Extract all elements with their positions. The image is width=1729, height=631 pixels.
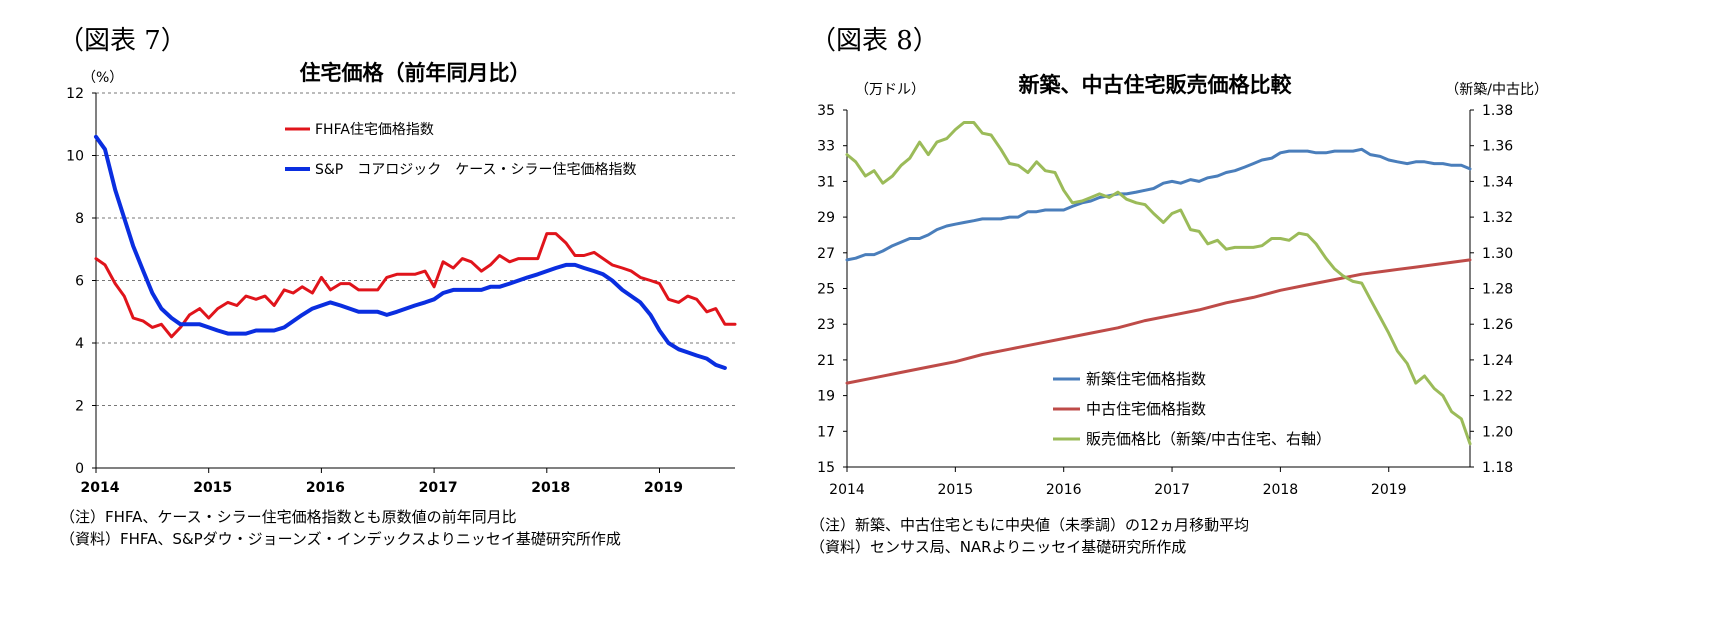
chart1-ytick-label: 8 [75, 211, 84, 227]
chart1-ylabel: （%） [82, 70, 123, 86]
chart2-xtick-label: 2019 [1371, 482, 1407, 498]
chart1-title: 住宅価格（前年同月比） [300, 61, 531, 85]
chart2-y2label: （新築/中古比） [1445, 82, 1548, 98]
chart1-ytick-label: 12 [66, 86, 84, 102]
chart2-y2tick-label: 1.38 [1482, 103, 1513, 119]
chart1-ytick-label: 6 [75, 274, 84, 290]
chart1-series-line [94, 134, 727, 370]
chart2-ytick-label: 35 [817, 103, 835, 119]
right-source: （資料）センサス局、NARよりニッセイ基礎研究所作成 [810, 538, 1187, 556]
chart2-series-line [845, 147, 1472, 262]
chart1-xtick-label: 2016 [306, 480, 345, 496]
left-note: （注）FHFA、ケース・シラー住宅価格指数とも原数値の前年同月比 [60, 508, 517, 526]
chart2-y2tick-label: 1.20 [1482, 424, 1513, 440]
chart2-legend-label: 新築住宅価格指数 [1086, 370, 1206, 388]
chart2-legend-label: 中古住宅価格指数 [1086, 400, 1206, 418]
chart2-y2tick-label: 1.36 [1482, 139, 1513, 155]
right-note: （注）新築、中古住宅ともに中央値（未季調）の12ヵ月移動平均 [810, 516, 1250, 534]
chart1-xtick-label: 2014 [81, 480, 120, 496]
chart2-ytick-label: 19 [817, 389, 835, 405]
chart2-ylabel: （万ドル） [855, 82, 925, 98]
chart2-ytick-label: 29 [817, 210, 835, 226]
chart2-series-line [845, 121, 1472, 446]
chart2-ytick-label: 23 [817, 317, 835, 333]
chart2-y2tick-label: 1.32 [1482, 210, 1513, 226]
chart1-xtick-label: 2017 [419, 480, 458, 496]
left-source: （資料）FHFA、S&Pダウ・ジョーンズ・インデックスよりニッセイ基礎研究所作成 [60, 530, 621, 548]
chart1-ytick-label: 10 [66, 149, 84, 165]
chart2-y2tick-label: 1.26 [1482, 317, 1513, 333]
chart2-ytick-label: 27 [817, 246, 835, 262]
chart2-y2tick-label: 1.18 [1482, 460, 1513, 476]
figure-label-7: （図表 7） [58, 26, 187, 56]
chart2-xtick-label: 2017 [1154, 482, 1190, 498]
chart1-xtick-label: 2015 [193, 480, 232, 496]
chart2-ytick-label: 21 [817, 353, 835, 369]
chart2-title: 新築、中古住宅販売価格比較 [1019, 73, 1293, 97]
chart2-series-line [845, 258, 1472, 385]
chart2-xtick-label: 2018 [1263, 482, 1299, 498]
chart1-ytick-label: 2 [75, 399, 84, 415]
chart2-ytick-label: 25 [817, 282, 835, 298]
chart2-ytick-label: 33 [817, 139, 835, 155]
chart2-y2tick-label: 1.24 [1482, 353, 1513, 369]
chart2-ytick-label: 31 [817, 174, 835, 190]
chart1-legend-label: S&P コアロジック ケース・シラー住宅価格指数 [315, 162, 637, 178]
chart2-y2tick-label: 1.22 [1482, 389, 1513, 405]
chart1-ytick-label: 4 [75, 336, 84, 352]
chart2-xtick-label: 2015 [938, 482, 974, 498]
figure-label-8: （図表 8） [810, 26, 939, 56]
chart1-ytick-label: 0 [75, 461, 84, 477]
chart2-y2tick-label: 1.34 [1482, 174, 1513, 190]
chart1-xtick-label: 2018 [531, 480, 570, 496]
chart2-y2tick-label: 1.30 [1482, 246, 1513, 262]
chart2-xtick-label: 2014 [829, 482, 865, 498]
chart2-ytick-label: 17 [817, 424, 835, 440]
chart1-series-line [94, 232, 737, 339]
chart1-legend-label: FHFA住宅価格指数 [315, 122, 434, 138]
chart2-xtick-label: 2016 [1046, 482, 1082, 498]
chart2-legend-label: 販売価格比（新築/中古住宅、右軸） [1086, 430, 1331, 448]
chart1-xtick-label: 2019 [644, 480, 683, 496]
chart2-ytick-label: 15 [817, 460, 835, 476]
chart2-y2tick-label: 1.28 [1482, 282, 1513, 298]
